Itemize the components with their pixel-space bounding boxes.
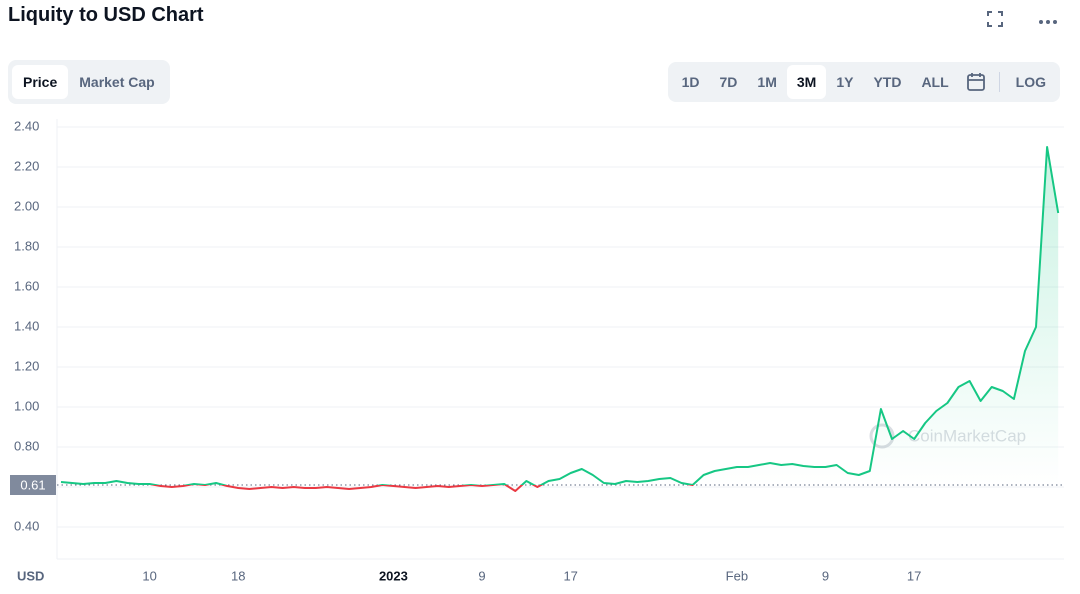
range-button[interactable]: 1Y xyxy=(836,74,854,90)
range-button[interactable]: 3M xyxy=(786,65,827,99)
x-tick-label: 9 xyxy=(478,568,485,583)
y-unit: USD xyxy=(17,568,44,583)
y-tick-label: 1.80 xyxy=(14,238,39,253)
range-button[interactable]: 1D xyxy=(681,74,700,90)
x-tick-label: 9 xyxy=(822,568,829,583)
calendar-icon[interactable] xyxy=(959,72,993,92)
range-button[interactable]: 7D xyxy=(719,74,738,90)
y-tick-label: 0.80 xyxy=(14,438,39,453)
tab[interactable]: Price xyxy=(12,65,69,99)
tab-group: Price Market Cap xyxy=(8,60,170,104)
y-tick-label: 0.40 xyxy=(14,518,39,533)
y-tick-label: 2.40 xyxy=(14,118,39,133)
y-tick-label: 1.40 xyxy=(14,318,39,333)
tab[interactable]: Market Cap xyxy=(79,74,155,90)
range-button[interactable]: ALL xyxy=(921,74,949,90)
y-tick-label: 1.60 xyxy=(14,278,39,293)
range-button[interactable]: 1M xyxy=(757,74,777,90)
area xyxy=(61,147,1059,491)
x-tick-label: 18 xyxy=(231,568,245,583)
toolbar-icons xyxy=(986,10,1058,28)
chart: 0.400.600.801.001.201.401.601.802.002.20… xyxy=(10,118,1064,583)
y-tick-label: 2.20 xyxy=(14,158,39,173)
x-tick-label: 10 xyxy=(142,568,156,583)
baseline-label: 0.61 xyxy=(20,477,45,492)
range-group: 1D 7D 1M 3M 1Y YTD ALL LOG xyxy=(667,62,1060,102)
more-icon[interactable] xyxy=(1038,10,1058,28)
x-tick-label: 17 xyxy=(907,568,921,583)
title: Liquity to USD Chart xyxy=(8,4,204,26)
separator xyxy=(998,72,1000,92)
x-tick-label: Feb xyxy=(726,568,748,583)
x-tick-label: 2023 xyxy=(379,568,408,583)
log-button[interactable]: LOG xyxy=(1015,74,1046,90)
range-button[interactable]: YTD xyxy=(873,74,902,90)
fullscreen-icon[interactable] xyxy=(986,10,1004,28)
baseline-label-box xyxy=(10,475,56,495)
x-tick-label: 17 xyxy=(563,568,577,583)
y-tick-label: 1.20 xyxy=(14,358,39,373)
price-line xyxy=(60,146,1060,492)
y-tick-label: 2.00 xyxy=(14,198,39,213)
y-tick-label: 1.00 xyxy=(14,398,39,413)
